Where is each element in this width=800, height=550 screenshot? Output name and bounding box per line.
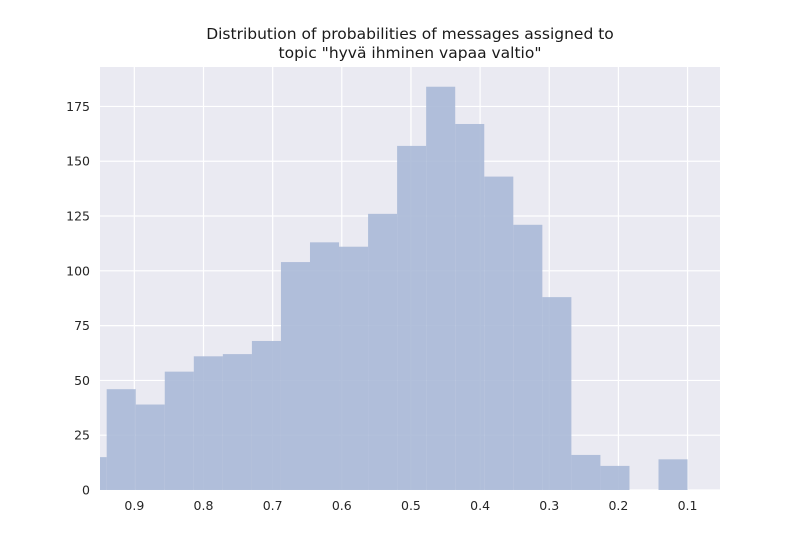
histogram-bar [513,224,543,491]
y-tick-label: 25 [74,428,90,443]
histogram-bar [100,457,107,490]
x-tick-label: 0.6 [332,498,352,513]
y-tick-label: 125 [66,209,90,224]
x-tick-label: 0.4 [470,498,490,513]
histogram-bar [106,389,136,490]
x-tick-label: 0.5 [401,498,421,513]
histogram-bar [600,465,630,490]
x-tick-label: 0.9 [124,498,144,513]
histogram-bar [484,176,514,490]
histogram-bar [251,340,281,490]
histogram-bar [222,354,252,490]
histogram-bars [100,86,688,491]
y-tick-label: 0 [82,483,90,498]
histogram-bar [135,404,165,490]
histogram-bar [455,123,485,490]
y-axis-tick-labels: 0 25 50 75 100 125 150 175 [66,99,90,498]
histogram-bar [368,213,398,491]
histogram-bar [426,86,456,490]
histogram-bar [309,242,340,490]
histogram-bar [193,356,223,490]
x-tick-label: 0.2 [608,498,628,513]
x-tick-label: 0.7 [263,498,283,513]
x-tick-label: 0.1 [678,498,698,513]
y-tick-label: 75 [74,318,90,333]
y-tick-label: 50 [74,373,90,388]
chart-title-line-1: Distribution of probabilities of message… [206,25,614,43]
histogram-bar [542,297,572,490]
histogram-bar [339,246,369,490]
x-tick-label: 0.8 [194,498,214,513]
chart-title-line-2: topic "hyvä ihminen vapaa valtio" [279,44,542,62]
histogram-bar [571,454,601,490]
x-axis-tick-labels: 0.9 0.8 0.7 0.6 0.5 0.4 0.3 0.2 0.1 [124,498,697,513]
x-tick-label: 0.3 [539,498,559,513]
y-tick-label: 100 [66,263,90,278]
histogram-bar [164,371,194,490]
y-tick-label: 150 [66,154,90,169]
histogram-bar [280,262,310,490]
histogram-bar [397,145,427,490]
y-tick-label: 175 [66,99,90,114]
histogram-bar [658,459,688,490]
